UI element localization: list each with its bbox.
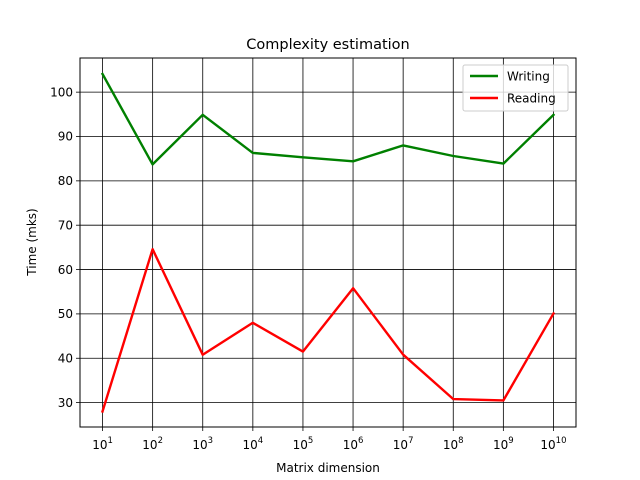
x-tick-label: 102: [142, 436, 163, 452]
x-tick-label: 101: [92, 436, 113, 452]
y-axis-title: Time (mks): [25, 208, 39, 276]
y-tick-label: 80: [58, 174, 73, 188]
x-tick-label: 108: [443, 436, 464, 452]
y-tick-label: 40: [58, 351, 73, 365]
x-tick-label: 1010: [540, 436, 566, 452]
y-tick-label: 60: [58, 263, 73, 277]
x-tick-label: 105: [293, 436, 314, 452]
y-tick-label: 100: [50, 85, 73, 99]
series-lines: [100, 72, 556, 414]
y-tick-label: 90: [58, 130, 73, 144]
y-tick-label: 30: [58, 396, 73, 410]
x-tick-label: 107: [393, 436, 414, 452]
grid-lines: [80, 58, 576, 427]
legend: Writing Reading: [462, 64, 569, 112]
legend-label-writing: Writing: [507, 70, 550, 84]
series-line-writing: [100, 72, 556, 166]
legend-label-reading: Reading: [507, 92, 556, 106]
x-tick-label: 104: [242, 436, 263, 452]
series-line-reading: [100, 247, 556, 414]
plot-frame: [79, 57, 577, 428]
x-tick-label: 103: [192, 436, 213, 452]
x-tick-label: 106: [343, 436, 364, 452]
y-tick-label: 70: [58, 218, 73, 232]
x-axis-title: Matrix dimension: [276, 461, 380, 475]
chart-title: Complexity estimation: [246, 37, 409, 53]
y-tick-label: 50: [58, 307, 73, 321]
x-tick-label: 109: [493, 436, 514, 452]
axis-ticks: 101 102 103 104 105 106 107 108 109 1010 30 40 50 60 7…: [50, 85, 566, 452]
